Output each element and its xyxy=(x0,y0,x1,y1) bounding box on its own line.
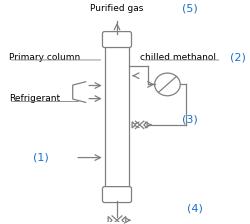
FancyBboxPatch shape xyxy=(102,187,131,202)
Circle shape xyxy=(154,73,180,96)
Text: Refrigerant: Refrigerant xyxy=(9,94,60,103)
Text: Primary column: Primary column xyxy=(9,53,80,62)
Text: Purified gas: Purified gas xyxy=(90,4,143,13)
Polygon shape xyxy=(143,122,146,128)
FancyBboxPatch shape xyxy=(102,32,131,47)
Text: (2): (2) xyxy=(229,52,245,62)
Text: (5): (5) xyxy=(182,3,197,13)
Polygon shape xyxy=(108,217,112,224)
Polygon shape xyxy=(122,217,125,224)
Text: (1): (1) xyxy=(33,153,49,163)
Text: (4): (4) xyxy=(186,203,202,213)
Polygon shape xyxy=(132,122,135,128)
Text: (3): (3) xyxy=(182,115,197,125)
Bar xyxy=(104,43,129,189)
Text: chilled methanol: chilled methanol xyxy=(140,53,216,62)
